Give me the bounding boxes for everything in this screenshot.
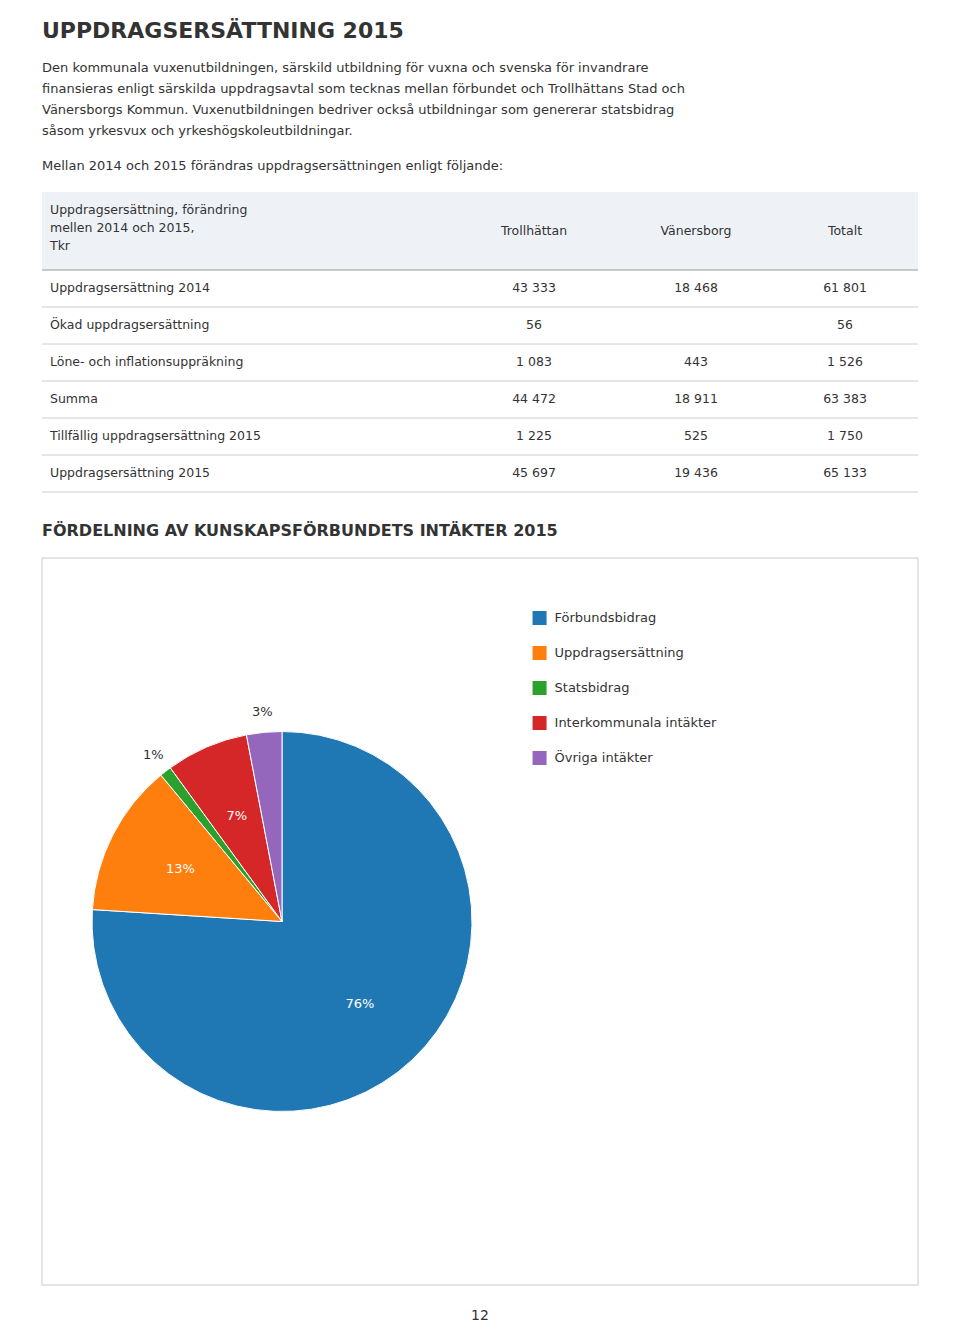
table-cell: Uppdragsersättning 2014	[50, 280, 210, 295]
legend-swatch	[533, 751, 547, 765]
table-cell: Uppdragsersättning 2015	[50, 465, 210, 480]
table-cell: 45 697	[512, 465, 556, 480]
table-cell: 61 801	[823, 280, 867, 295]
table-rule	[42, 307, 918, 308]
body-line: finansieras enligt särskilda uppdragsavt…	[42, 81, 685, 96]
pie-slice	[246, 732, 282, 922]
legend: Förbundsbidrag Uppdragsersättning Statsbid…	[533, 610, 718, 766]
body-line: såsom yrkesvux och yrkeshögskoleutbildni…	[42, 123, 353, 138]
body-line: Vänersborgs Kommun. Vuxenutbildningen be…	[42, 102, 674, 117]
table-cell: 443	[684, 354, 708, 369]
table-rule	[42, 381, 918, 382]
legend-label: Interkommunala intäkter	[555, 715, 718, 730]
table-header: mellen 2014 och 2015,	[50, 220, 194, 235]
table-header: Vänersborg	[661, 223, 732, 238]
data-label: 76%	[346, 996, 375, 1011]
table-rule	[42, 270, 918, 271]
legend-label: Statsbidrag	[555, 680, 630, 695]
legend-swatch	[533, 611, 547, 625]
legend-label: Förbundsbidrag	[555, 610, 657, 625]
legend-swatch	[533, 646, 547, 660]
legend-label: Uppdragsersättning	[555, 645, 684, 660]
table-cell: Löne- och inflationsuppräkning	[50, 354, 243, 369]
legend-label: Övriga intäkter	[555, 749, 654, 765]
table-cell: 1 526	[827, 354, 863, 369]
table-cell: 525	[684, 428, 708, 443]
intro-text: Mellan 2014 och 2015 förändras uppdragse…	[42, 158, 503, 173]
data-label: 1%	[143, 747, 164, 762]
data-label: 3%	[252, 704, 273, 719]
pie-slice	[92, 732, 472, 1112]
table-cell: 56	[526, 317, 542, 332]
table-rule	[42, 344, 918, 345]
data-label: 7%	[226, 808, 247, 823]
table-cell: 18 911	[674, 391, 718, 406]
table-cell: 19 436	[674, 465, 718, 480]
table-header-bg	[42, 192, 918, 270]
chart-frame	[42, 558, 918, 1285]
table-cell: 65 133	[823, 465, 867, 480]
table-cell: Summa	[50, 391, 98, 406]
table-header: Tkr	[49, 238, 71, 253]
table: Uppdragsersättning, förändring mellen 201…	[42, 192, 918, 492]
table-header: Trollhättan	[500, 223, 567, 238]
table-cell: 56	[837, 317, 853, 332]
table-rule	[42, 455, 918, 456]
table-cell: 63 383	[823, 391, 867, 406]
table-cell: 44 472	[512, 391, 556, 406]
page: UPPDRAGSERSÄTTNING 2015 Den kommunala vux…	[0, 0, 960, 1340]
table-header: Totalt	[827, 223, 862, 238]
legend-swatch	[533, 716, 547, 730]
chart-title: FÖRDELNING AV KUNSKAPSFÖRBUNDETS INTÄKTE…	[42, 521, 558, 540]
body-line: Den kommunala vuxenutbildningen, särskil…	[42, 60, 648, 75]
page-title: UPPDRAGSERSÄTTNING 2015	[42, 18, 404, 43]
table-cell: 1 225	[516, 428, 552, 443]
pie: 76% 13% 1% 7% 3%	[92, 704, 472, 1112]
table-cell: 1 083	[516, 354, 552, 369]
table-cell: 43 333	[512, 280, 556, 295]
table-rule	[42, 418, 918, 419]
table-rule	[42, 492, 918, 493]
table-cell: Tillfällig uppdragsersättning 2015	[49, 428, 261, 443]
table-cell: 18 468	[674, 280, 718, 295]
table-cell: Ökad uppdragsersättning	[50, 316, 209, 332]
table-cell: 1 750	[827, 428, 863, 443]
data-label: 13%	[166, 861, 195, 876]
page-number: 12	[471, 1307, 489, 1323]
legend-swatch	[533, 681, 547, 695]
table-header: Uppdragsersättning, förändring	[50, 202, 247, 217]
